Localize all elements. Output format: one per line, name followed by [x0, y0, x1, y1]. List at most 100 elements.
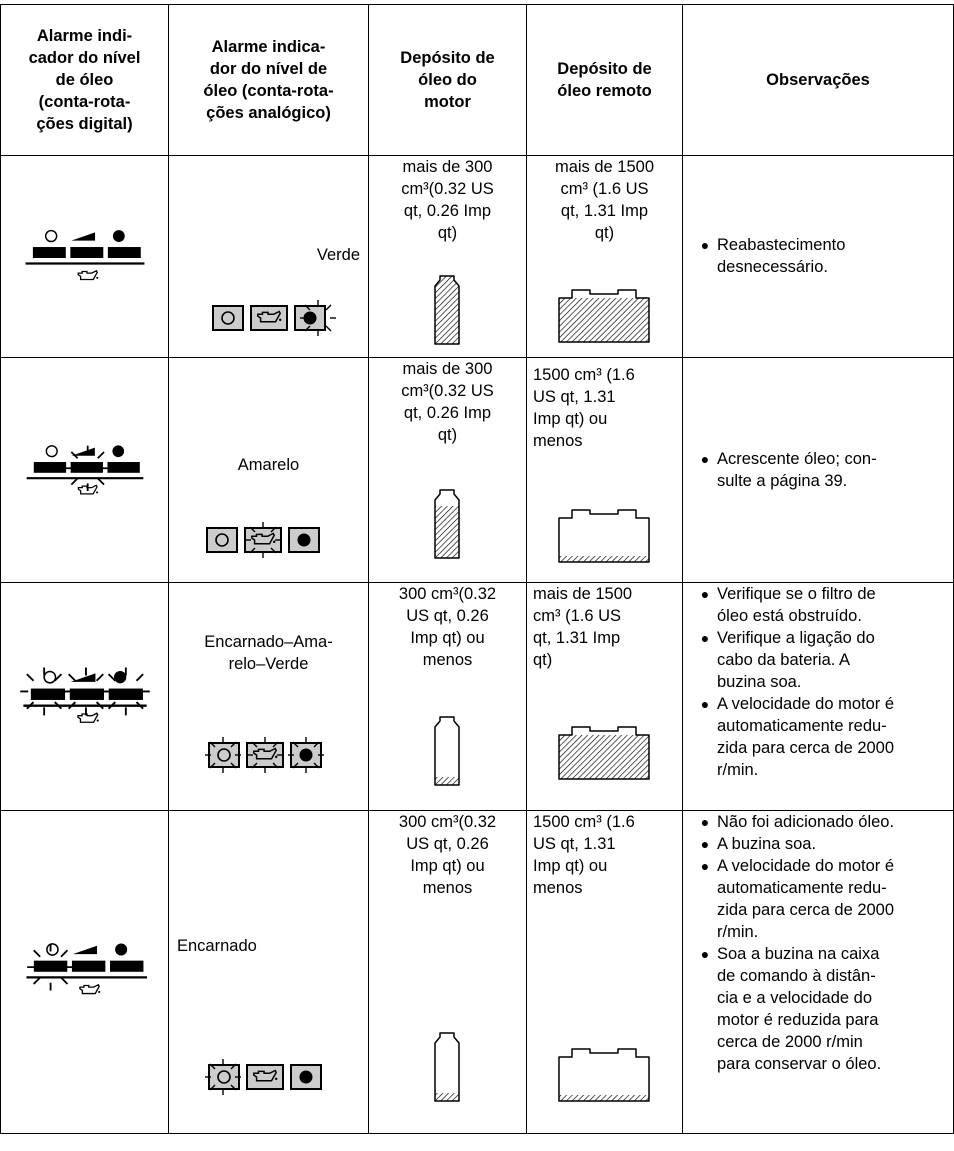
text-line: Observações [766, 71, 870, 89]
text-line: cm³(0.32 US [401, 382, 494, 400]
text-line: de óleo [55, 71, 114, 89]
text-line: Encarnado–Ama- [204, 633, 333, 651]
text-line: A buzina soa. [717, 835, 817, 853]
text-line: mais de 300 [402, 360, 493, 378]
analog-indicator [205, 521, 355, 559]
cell: ● Não foi adicionado óleo. ● A buzina soa. ●… [682, 810, 954, 1134]
engine-tank-icon [431, 715, 463, 789]
note-text: Não foi adicionado óleo. [717, 811, 894, 833]
text-line: qt, 1.31 Imp [533, 629, 621, 647]
text-line: Alarme indi- [36, 27, 133, 45]
text-line: qt, 0.26 Imp [403, 202, 492, 220]
text-line: sulte a página 39. [717, 472, 848, 490]
text-line: de comando à distân- [717, 967, 876, 985]
note-item: ● Verifique se o filtro de óleo está obstr… [693, 583, 894, 627]
text-line: Reabastecimento [717, 236, 846, 254]
text-line: Imp qt) ou [533, 410, 608, 428]
text-line: Verifique se o filtro de [717, 585, 876, 603]
note-item: ● Soa a buzina na caixa de comando à distâ… [693, 943, 894, 1075]
text-line: Não foi adicionado óleo. [717, 813, 895, 831]
remote-tank-text: 1500 cm³ (1.6 US qt, 1.31 Imp qt) ou menos [533, 811, 635, 899]
text-line: motor [424, 93, 471, 111]
text-line: automaticamente redu- [717, 879, 887, 897]
note-text: Verifique se o filtro de óleo está obstru… [717, 583, 876, 627]
text-line: qt) [533, 651, 553, 669]
digital-indicator [19, 666, 151, 737]
text-line: 1500 cm³ (1.6 [533, 813, 635, 831]
color-text: Verde [317, 244, 360, 266]
note-text: Verifique a ligação do cabo da bateria. A… [717, 627, 875, 693]
cell: ● Acrescente óleo; con-sulte a página 39. [682, 357, 954, 583]
remote-tank-text: 1500 cm³ (1.6 US qt, 1.31 Imp qt) ou menos [533, 364, 635, 452]
cell: mais de 300 cm³(0.32 US qt, 0.26 Imp qt) [368, 357, 527, 583]
text-line: US qt, 1.31 [533, 388, 616, 406]
text-line: zida para cerca de 2000 [717, 739, 895, 757]
text-line: zida para cerca de 2000 [717, 901, 895, 919]
text-line: desnecessário. [717, 258, 828, 276]
header-cell: Depósito de óleo remoto [526, 4, 683, 156]
note-text: A velocidade do motor é automaticamente r… [717, 855, 894, 943]
header-text: Depósito de óleo remoto [527, 58, 682, 102]
note-item: ● A velocidade do motor é automaticamente … [693, 693, 894, 781]
digital-indicator [23, 436, 147, 506]
color-text: Encarnado–Ama-relo–Verde [169, 631, 368, 675]
notes: ● Reabastecimento desnecessário. [693, 234, 846, 278]
remote-tank-icon [556, 721, 652, 781]
cell: 300 cm³(0.32 US qt, 0.26 Imp qt) ou menos [368, 810, 527, 1134]
header-text: Alarme indica-dor do nível de óleo (conta… [169, 36, 368, 124]
text-line: buzina soa. [717, 673, 802, 691]
text-line: Imp qt) ou [410, 629, 485, 647]
row: Encarnado 300 cm³(0.32 US qt, 0.26 Imp qt)… [0, 810, 954, 1134]
text-line: relo–Verde [228, 655, 309, 673]
text-line: A velocidade do motor é [717, 695, 895, 713]
note-item: ● A buzina soa. [693, 833, 894, 855]
text-line: r/min. [717, 923, 759, 941]
color-text: Encarnado [177, 935, 257, 957]
bullet: ● [700, 696, 710, 712]
bullet: ● [700, 451, 710, 467]
cell: ● Verifique se o filtro de óleo está obstr… [682, 582, 954, 811]
engine-tank-icon [431, 1031, 463, 1105]
digital-indicator [26, 933, 149, 1005]
note-text: Reabastecimento desnecessário. [717, 234, 845, 278]
remote-tank-icon [556, 284, 652, 344]
page: {"table":{ "header":[ ["Alarme indi-","c… [0, 4, 954, 1151]
cell: 1500 cm³ (1.6 US qt, 1.31 Imp qt) ou menos [526, 810, 683, 1134]
bullet: ● [700, 858, 710, 874]
text-line: cerca de 2000 r/min [717, 1033, 863, 1051]
note-item: ● A velocidade do motor é automaticamente … [693, 855, 894, 943]
note-text: Acrescente óleo; con-sulte a página 39. [717, 448, 877, 492]
text-line: cador do nível [28, 49, 141, 67]
oil-alarm-table: Alarme indi-cador do nível de óleo (conta-… [0, 4, 954, 1134]
text-line: 300 cm³(0.32 [398, 813, 497, 831]
text-line: cm³ (1.6 US [533, 607, 622, 625]
cell [0, 582, 169, 811]
cell: 300 cm³(0.32 US qt, 0.26 Imp qt) ou menos [368, 582, 527, 811]
remote-tank-icon [556, 1043, 652, 1103]
remote-tank-icon [556, 504, 652, 564]
note-item: ● Reabastecimento desnecessário. [693, 234, 846, 278]
cell [0, 357, 169, 583]
cell: mais de 1500 cm³ (1.6 US qt, 1.31 Imp qt) [526, 582, 683, 811]
bullet: ● [700, 836, 710, 852]
remote-tank-text: mais de 1500 cm³ (1.6 US qt, 1.31 Imp qt) [527, 156, 682, 244]
cell: Encarnado [168, 810, 369, 1134]
cell [0, 810, 169, 1134]
digital-indicator [25, 226, 145, 290]
text-line: óleo do [418, 71, 477, 89]
notes: ● Acrescente óleo; con-sulte a página 39. [693, 448, 877, 492]
cell: Amarelo [168, 357, 369, 583]
notes: ● Verifique se o filtro de óleo está obstr… [693, 583, 894, 781]
cell: mais de 300 cm³(0.32 US qt, 0.26 Imp qt) [368, 155, 527, 358]
note-item: ● Verifique a ligação do cabo da bateria. … [693, 627, 894, 693]
text-line: Verde [316, 246, 360, 264]
remote-tank-text: mais de 1500 cm³ (1.6 US qt, 1.31 Imp qt) [533, 583, 632, 671]
bullet: ● [700, 814, 710, 830]
text-line: qt) [437, 224, 458, 242]
engine-tank-text: mais de 300 cm³(0.32 US qt, 0.26 Imp qt) [369, 358, 526, 446]
text-line: US qt, 1.31 [533, 835, 616, 853]
header-text: Depósito de óleo do motor [369, 47, 526, 113]
text-line: menos [533, 432, 583, 450]
text-line: Imp qt) ou [533, 857, 608, 875]
note-text: A velocidade do motor é automaticamente r… [717, 693, 894, 781]
